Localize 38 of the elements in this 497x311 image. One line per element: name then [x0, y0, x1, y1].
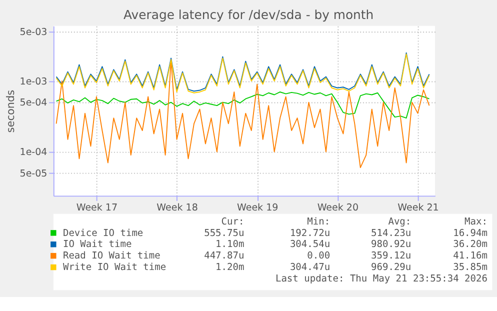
chart-title: Average latency for /dev/sda - by month	[124, 7, 374, 22]
text: Last update: Thu May 21 23:55:34 2026	[275, 274, 488, 285]
x-tick-label: Week 18	[156, 202, 198, 214]
text: Max:	[464, 216, 488, 228]
text: 447.87u	[204, 250, 244, 262]
x-tick-label: Week 20	[317, 202, 359, 214]
y-tick-label: 5e-03	[20, 26, 48, 38]
x-tick-label: Week 21	[398, 202, 439, 214]
text: 35.85m	[453, 262, 488, 274]
x-tick-label: Week 19	[236, 202, 278, 214]
text: Avg:	[388, 216, 412, 228]
y-tick-label: 1e-04	[20, 147, 48, 158]
y-tick-label: 1e-03	[20, 76, 48, 88]
text: 41.16m	[453, 250, 488, 262]
text: 192.72u	[290, 228, 330, 239]
text: 16.94m	[453, 228, 488, 239]
legend-label: Device IO time	[62, 228, 144, 239]
text: 36.20m	[453, 239, 488, 250]
text: 555.75u	[204, 228, 244, 239]
y-axis-title: seconds	[4, 90, 17, 133]
y-tick-label: 5e-05	[20, 168, 48, 180]
x-tick-label: Week 17	[76, 202, 118, 214]
text: 969.29u	[371, 262, 412, 274]
text: Min:	[307, 216, 330, 228]
y-tick-label: 5e-04	[20, 98, 48, 109]
legend-label: IO Wait time	[62, 239, 132, 250]
text: 0.00	[307, 250, 330, 262]
text: 1.20m	[216, 262, 244, 274]
text: 980.92u	[371, 239, 412, 250]
text: 1.10m	[216, 239, 244, 250]
text: 359.12u	[371, 250, 412, 262]
text: Cur:	[221, 216, 244, 228]
text: 304.54u	[290, 239, 330, 250]
text: 514.23u	[371, 228, 412, 239]
line-series	[56, 92, 430, 119]
legend-label: Read IO Wait time	[62, 250, 161, 262]
legend-label: Write IO Wait time	[62, 262, 166, 274]
text: 304.47u	[290, 262, 330, 274]
